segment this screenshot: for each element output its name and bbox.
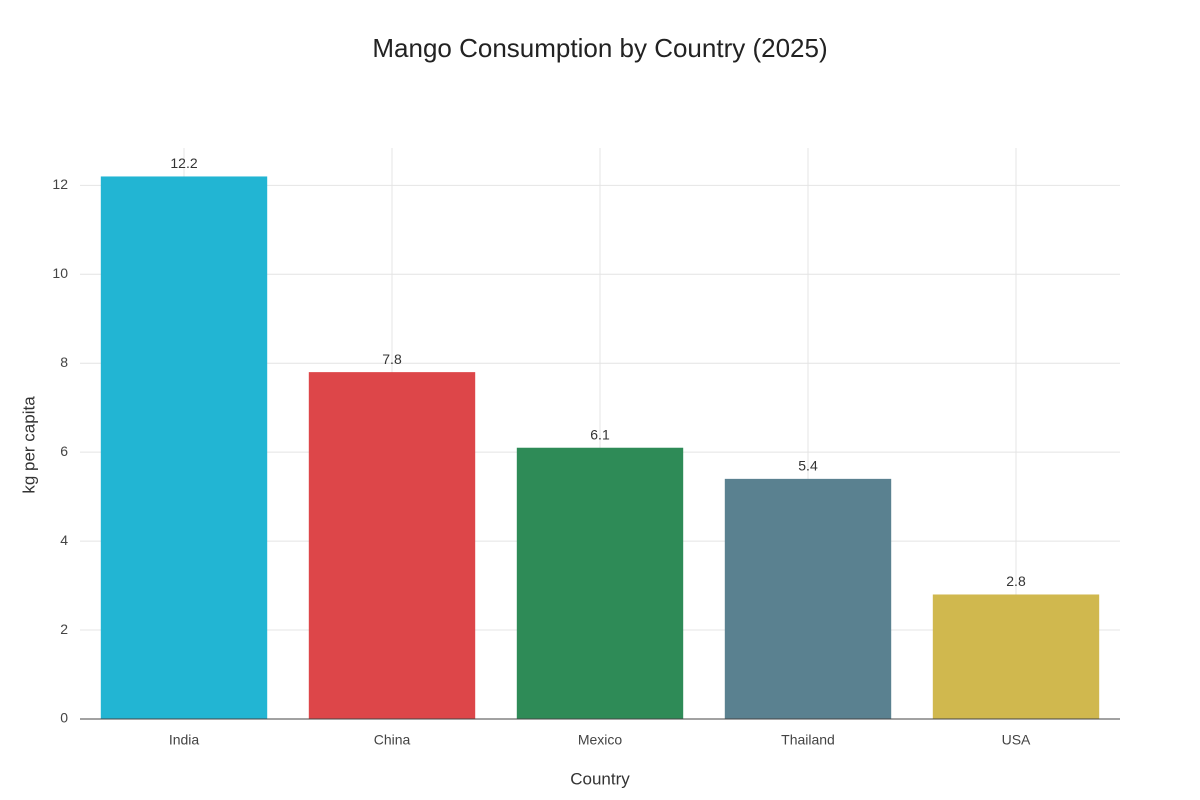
x-axis-label: Country [570, 769, 630, 788]
data-label: 5.4 [798, 458, 818, 474]
y-tick-label: 4 [60, 532, 68, 548]
x-tick-label: USA [1002, 732, 1031, 748]
x-tick-label: Mexico [578, 732, 623, 748]
bar [724, 478, 892, 719]
data-label: 6.1 [590, 426, 610, 442]
y-tick-label: 2 [60, 621, 68, 637]
x-tick-label: Thailand [781, 732, 835, 748]
chart-title: Mango Consumption by Country (2025) [372, 33, 827, 63]
y-tick-label: 10 [52, 265, 68, 281]
bar [308, 372, 476, 719]
bar [932, 594, 1100, 719]
data-label: 7.8 [382, 351, 402, 367]
y-tick-label: 6 [60, 443, 68, 459]
y-tick-label: 12 [52, 176, 68, 192]
y-tick-label: 0 [60, 710, 68, 726]
bar [516, 447, 684, 719]
y-tick-label: 8 [60, 354, 68, 370]
x-tick-label: India [169, 732, 200, 748]
data-label: 2.8 [1006, 573, 1026, 589]
x-tick-label: China [374, 732, 411, 748]
y-axis-label: kg per capita [19, 396, 38, 494]
bar [100, 176, 268, 719]
data-label: 12.2 [170, 155, 197, 171]
